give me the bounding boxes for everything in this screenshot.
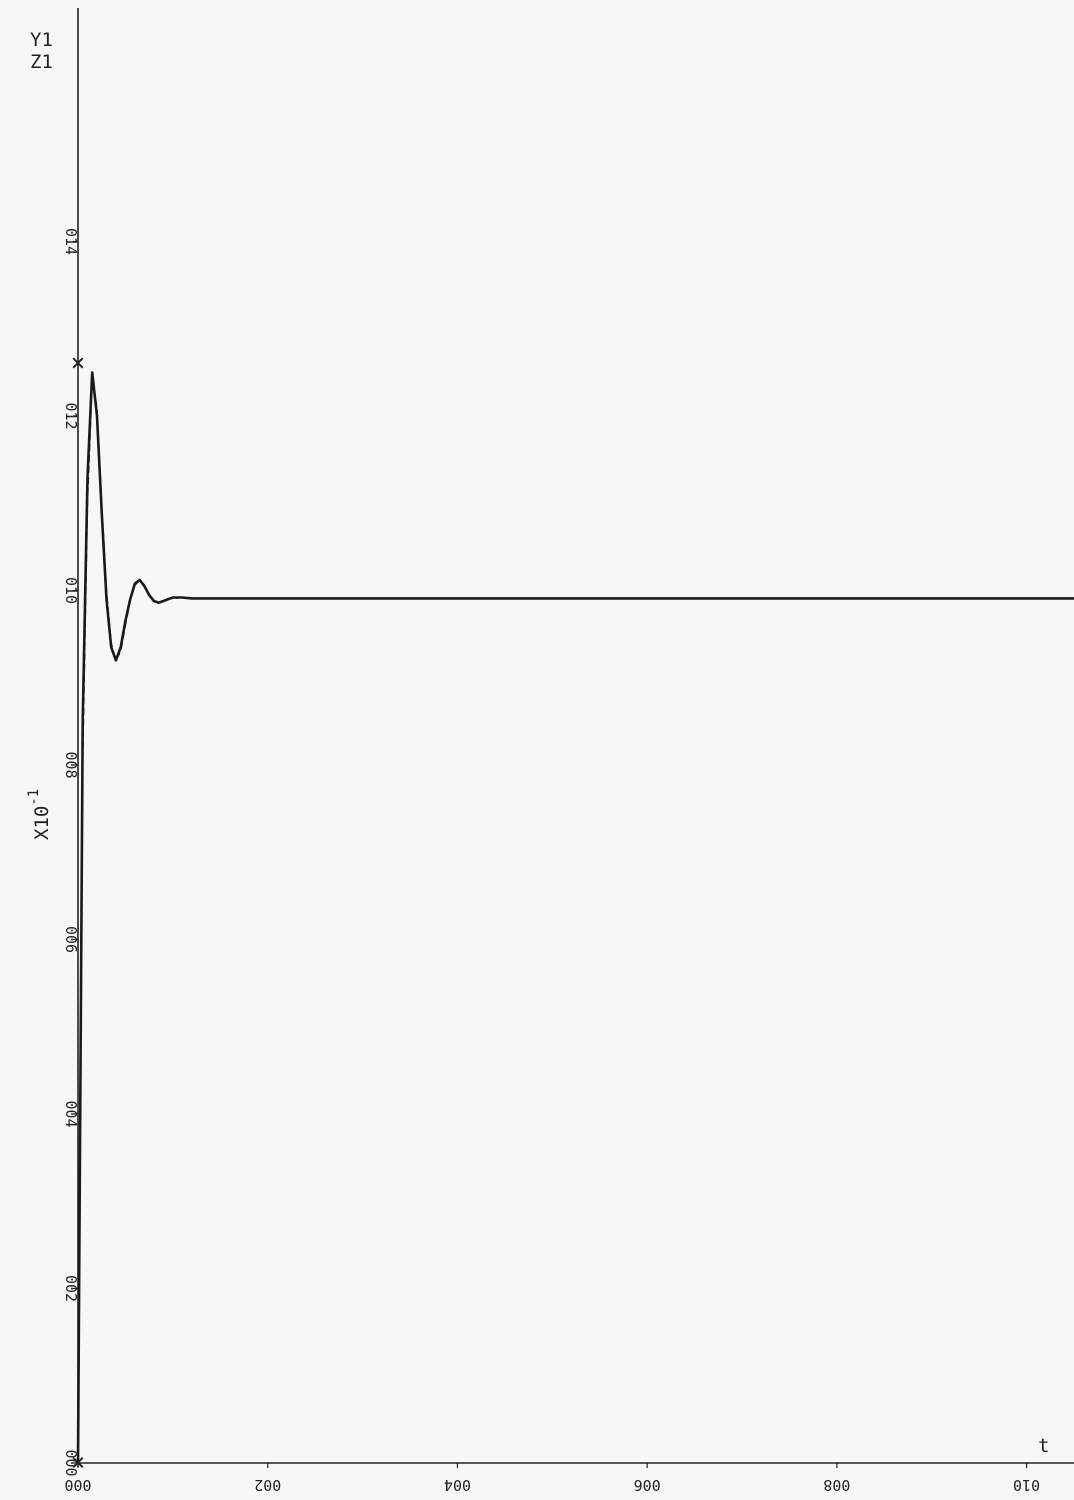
y-tick-label: 012 [62, 402, 80, 429]
chart-series [76, 371, 1074, 1464]
x-tick-group: 008 [823, 1476, 850, 1494]
y-tick-label: 006 [62, 926, 80, 953]
x-tick-group: 006 [634, 1476, 661, 1494]
x-tick-label: 002 [254, 1476, 281, 1494]
x-tick-label: 010 [1013, 1476, 1040, 1494]
y-tick-label: 002 [62, 1275, 80, 1302]
chart-axes: 000 002 004 006 008 010 012 014 000 002 004 006 008 0… [62, 8, 1074, 1494]
x-tick-group: 004 [444, 1476, 471, 1494]
y-tick-label: 008 [62, 751, 80, 778]
x-tick-label: 004 [444, 1476, 471, 1494]
y-tick-label: 000 [62, 1449, 80, 1476]
y-tick-group: 000 [62, 1449, 80, 1476]
x-tick-label: 008 [823, 1476, 850, 1494]
x-tick-label: 006 [634, 1476, 661, 1494]
y-tick-group: 004 [62, 1100, 80, 1127]
chart-labels: Y1 Z1 X10-1 t [26, 29, 1049, 1457]
x-tick-group: 010 [1013, 1476, 1040, 1494]
y-tick-label: 010 [62, 577, 80, 604]
y-tick-label: 004 [62, 1100, 80, 1127]
y-tick-group: 010 [62, 577, 80, 604]
chart-markers: ×× [71, 349, 85, 1476]
y-tick-label: 014 [62, 228, 80, 255]
x-axis-label: t [1038, 1435, 1049, 1457]
x-tick-group: 002 [254, 1476, 281, 1494]
y-multiplier-exponent: -1 [26, 789, 42, 806]
y-tick-group: 012 [62, 402, 80, 429]
y-axis-label-line-2: Z1 [30, 51, 53, 73]
cross-marker: × [71, 349, 85, 377]
y-tick-group: 006 [62, 926, 80, 953]
x-tick-group: 000 [64, 1476, 91, 1494]
y-tick-group: 008 [62, 751, 80, 778]
series-line-1 [76, 371, 1074, 1464]
y-tick-group: 002 [62, 1275, 80, 1302]
x-tick-label: 000 [64, 1476, 91, 1494]
y-multiplier-base: X10 [31, 806, 53, 840]
cross-marker: × [71, 1448, 85, 1476]
y-axis-label-line-1: Y1 [30, 29, 53, 51]
y-multiplier-label: X10-1 [26, 789, 53, 840]
y-tick-group: 014 [62, 228, 80, 255]
series-line-2 [77, 380, 1074, 1464]
